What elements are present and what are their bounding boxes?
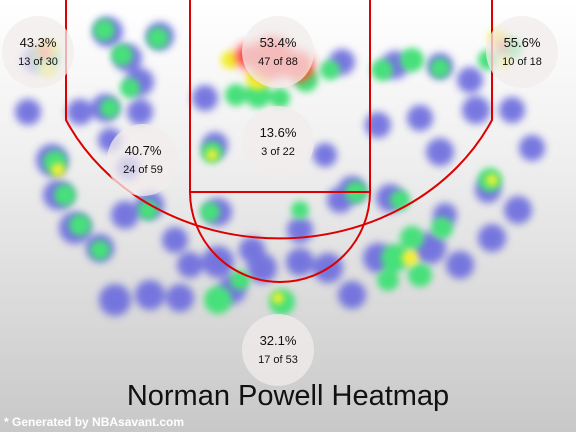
heat-blob-cold <box>192 85 218 111</box>
zone-count: 17 of 53 <box>258 353 298 366</box>
zone-count: 24 of 59 <box>123 163 163 176</box>
heat-blob-cool <box>147 27 169 49</box>
zone-left-midrange: 40.7% 24 of 59 <box>107 124 179 196</box>
zone-paint: 13.6% 3 of 22 <box>242 106 314 178</box>
heat-blob-cool <box>377 269 399 291</box>
heat-blob-cold <box>286 248 314 276</box>
heat-blob-cold <box>135 280 165 310</box>
heat-blob-warm <box>51 163 65 177</box>
heat-blob-cold <box>365 112 391 138</box>
heat-blob-cold <box>504 196 532 224</box>
heat-blob-cool <box>54 184 76 206</box>
zone-pct: 32.1% <box>259 332 297 348</box>
heat-blob-cool <box>400 226 424 250</box>
heat-blob-warm <box>221 51 239 69</box>
heat-blob-cool <box>270 88 290 108</box>
zone-pct: 53.4% <box>259 34 297 50</box>
zone-pct: 13.6% <box>259 124 297 140</box>
heat-blob-cold <box>15 99 41 125</box>
heat-blob-cool <box>320 60 340 80</box>
heat-blob-warm <box>486 174 498 186</box>
free-throw-circle <box>189 191 371 283</box>
heat-blob-cold <box>446 251 474 279</box>
heat-blob-cold <box>426 138 454 166</box>
heat-blob-warm <box>206 149 218 161</box>
zone-right-corner: 55.6% 10 of 18 <box>486 16 558 88</box>
chart-title: Norman Powell Heatmap <box>126 380 450 412</box>
heat-blob-cold <box>239 237 265 263</box>
heat-blob-cool <box>430 58 450 78</box>
heat-blob-cool <box>200 202 220 222</box>
paint-lane <box>189 0 371 193</box>
heat-blob-cold <box>166 284 194 312</box>
heat-blob-cool <box>100 98 120 118</box>
heat-blob-warm <box>402 250 418 266</box>
heat-blob-cold <box>457 67 483 93</box>
heat-blob-cold <box>99 284 131 316</box>
heat-blob-cold <box>162 227 188 253</box>
heat-blob-cold <box>111 201 139 229</box>
heat-blob-cold <box>407 105 433 131</box>
heat-blob-cool <box>93 19 115 41</box>
zone-pct: 40.7% <box>124 142 162 158</box>
zone-count: 47 of 88 <box>258 55 298 68</box>
heat-blob-cool <box>111 44 133 66</box>
heat-blob-cool <box>90 240 110 260</box>
heat-blob-cold <box>67 99 93 125</box>
heat-blob-cool <box>69 214 91 236</box>
zone-left-corner: 43.3% 13 of 30 <box>2 16 74 88</box>
heat-blob-cool <box>225 84 247 106</box>
heat-blob-cold <box>462 96 490 124</box>
zone-restricted-area: 53.4% 47 of 88 <box>242 16 314 88</box>
heat-blob-cool <box>120 78 140 98</box>
heat-blob-cold <box>478 224 506 252</box>
heat-blob-cool <box>390 190 410 210</box>
heat-blob-cold <box>338 281 366 309</box>
heat-blob-cool <box>408 263 432 287</box>
heat-blob-cold <box>499 97 525 123</box>
credit-text: * Generated by NBAsavant.com <box>4 415 185 429</box>
heat-blob-cool <box>245 82 271 108</box>
heat-blob-cool <box>400 48 424 72</box>
heat-blob-warm <box>272 292 284 304</box>
heat-blob-cold <box>202 246 234 278</box>
zone-top-of-key-three: 32.1% 17 of 53 <box>242 314 314 386</box>
heat-blob-cool <box>381 244 409 272</box>
heat-blob-cool <box>371 59 393 81</box>
heat-blob-cool <box>204 286 232 314</box>
heat-blob-cold <box>519 135 545 161</box>
zone-pct: 55.6% <box>503 34 541 50</box>
three-point-line <box>65 0 493 240</box>
heat-blob-cool <box>138 200 158 220</box>
heat-blob-cold <box>127 99 153 125</box>
zone-count: 13 of 30 <box>18 55 58 68</box>
heat-blob-cool <box>431 217 453 239</box>
zone-pct: 43.3% <box>19 34 57 50</box>
heat-blob-cold <box>177 252 203 278</box>
zone-count: 10 of 18 <box>502 55 542 68</box>
heat-blob-cold <box>313 143 337 167</box>
zone-count: 3 of 22 <box>261 145 295 158</box>
heat-blob-cool <box>291 201 309 219</box>
